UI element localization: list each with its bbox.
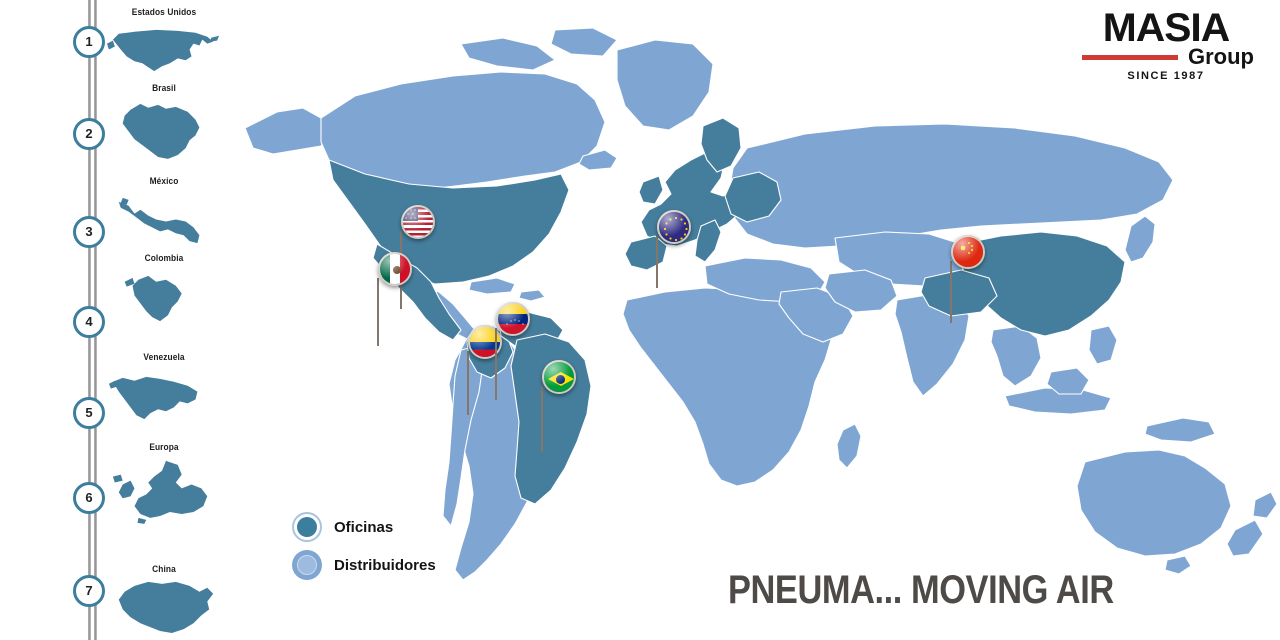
sidebar-label-4: Colombia xyxy=(144,253,184,264)
sidebar-step-4[interactable]: 4 xyxy=(73,306,105,338)
country-brazil xyxy=(510,333,592,505)
region-philippines xyxy=(1088,325,1118,365)
region-arctic-isles xyxy=(460,37,556,71)
sidebar-step-2[interactable]: 2 xyxy=(73,118,105,150)
legend-label-oficinas: Oficinas xyxy=(334,518,394,536)
region-hispaniola xyxy=(518,289,546,302)
sidebar-step-5[interactable]: 5 xyxy=(73,397,105,429)
sidebar-label-1: Estados Unidos xyxy=(131,7,197,18)
logo-wordmark: MASIA xyxy=(1102,6,1230,50)
logo-suffix: Group xyxy=(1188,44,1254,69)
country-china-tibet xyxy=(920,269,998,317)
europe-shape-icon xyxy=(105,455,223,524)
country-europe-scandinavia xyxy=(700,117,742,173)
sidebar-step-1[interactable]: 1 xyxy=(73,26,105,58)
legend-label-distribuidores: Distribuidores xyxy=(334,556,436,574)
oficinas-marker-icon xyxy=(292,512,322,542)
sidebar-label-2: Brasil xyxy=(152,83,176,94)
map-legend: Oficinas Distribuidores xyxy=(292,508,436,584)
region-russia xyxy=(728,123,1174,249)
china-shape-icon xyxy=(105,576,223,637)
country-europe-uk xyxy=(638,175,664,205)
region-sea-indochina xyxy=(990,325,1042,387)
venezuela-flag-icon xyxy=(496,302,530,336)
colombia-shape-icon xyxy=(105,268,223,329)
mexico-shape-icon xyxy=(105,192,223,253)
region-new-zealand-n xyxy=(1252,491,1278,519)
eu-flag-icon xyxy=(657,210,691,244)
sidebar-step-7[interactable]: 7 xyxy=(73,575,105,607)
brazil-shape-icon xyxy=(105,96,223,163)
region-iceland xyxy=(578,149,618,171)
sidebar-label-5: Venezuela xyxy=(143,352,185,363)
logo-since: SINCE 1987 xyxy=(1127,70,1205,82)
usa-flag-icon xyxy=(401,205,435,239)
region-greenland xyxy=(616,39,714,131)
region-caribbean xyxy=(468,277,516,295)
region-australia xyxy=(1076,449,1232,557)
united-states-shape-icon xyxy=(105,20,223,81)
region-new-zealand-s xyxy=(1226,519,1264,557)
sidebar-label-3: México xyxy=(149,176,179,187)
china-flag-icon xyxy=(951,235,985,269)
masia-group-logo: MASIA Group SINCE 1987 xyxy=(1076,8,1256,82)
distribuidores-marker-icon xyxy=(292,550,322,580)
world-map xyxy=(244,27,1278,581)
region-japan xyxy=(1124,215,1156,263)
legend-item-oficinas: Oficinas xyxy=(292,508,436,546)
timeline-sidebar: Estados Unidos 1 Brasil 2 México 3 Colom… xyxy=(0,0,225,640)
legend-item-distribuidores: Distribuidores xyxy=(292,546,436,584)
tagline: PNEUMA... MOVING AIR xyxy=(728,568,1114,612)
sidebar-step-6[interactable]: 6 xyxy=(73,482,105,514)
sidebar-step-3[interactable]: 3 xyxy=(73,216,105,248)
region-canada xyxy=(320,71,606,191)
logo-red-bar xyxy=(1082,55,1178,60)
region-arctic-isles-2 xyxy=(550,27,618,57)
sidebar-label-7: China xyxy=(152,564,176,575)
country-europe-italy xyxy=(694,219,722,263)
venezuela-shape-icon xyxy=(105,368,223,427)
region-papua-new-guinea xyxy=(1144,417,1216,443)
mexico-flag-icon xyxy=(378,252,412,286)
region-borneo xyxy=(1046,367,1090,395)
region-alaska xyxy=(244,107,330,155)
region-iran xyxy=(824,269,898,313)
country-europe-east xyxy=(724,171,782,223)
world-map-panel xyxy=(225,0,1280,640)
brazil-flag-icon xyxy=(542,360,576,394)
region-peru-chile xyxy=(442,345,484,527)
sidebar-label-6: Europa xyxy=(149,442,179,453)
region-madagascar xyxy=(836,423,862,469)
region-tasmania xyxy=(1164,555,1192,575)
